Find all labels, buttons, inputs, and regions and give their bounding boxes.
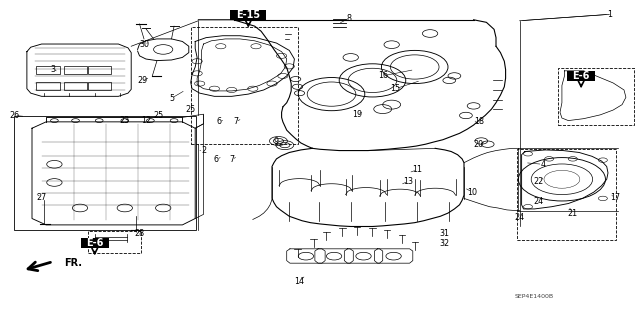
Text: E-6: E-6: [86, 238, 104, 248]
Text: 9: 9: [274, 137, 279, 146]
Text: E-15: E-15: [236, 10, 260, 20]
Text: 29: 29: [137, 76, 147, 85]
Text: 26: 26: [9, 111, 19, 120]
Text: 11: 11: [412, 165, 422, 174]
Text: 21: 21: [568, 209, 578, 218]
Bar: [558, 68, 634, 125]
Text: 22: 22: [534, 177, 544, 186]
Text: 25: 25: [154, 111, 164, 120]
Bar: [191, 27, 298, 144]
Text: 12: 12: [141, 116, 151, 125]
Bar: [81, 238, 109, 248]
Text: 18: 18: [474, 117, 484, 126]
Text: 28: 28: [134, 229, 145, 238]
Bar: [88, 231, 141, 253]
Text: 16: 16: [378, 71, 388, 80]
Bar: [36, 66, 60, 74]
Text: 14: 14: [294, 277, 305, 286]
Text: 25: 25: [186, 105, 196, 114]
Text: 8: 8: [346, 14, 351, 23]
Text: 3: 3: [50, 65, 55, 74]
Text: 24: 24: [534, 197, 544, 206]
Text: 1: 1: [607, 10, 612, 19]
Text: 6: 6: [214, 155, 219, 164]
Bar: [517, 149, 616, 240]
Text: 19: 19: [352, 110, 362, 119]
Bar: [567, 71, 595, 81]
Text: 31: 31: [440, 229, 450, 238]
Text: 17: 17: [611, 193, 621, 202]
Bar: [64, 66, 87, 74]
Text: 2: 2: [201, 146, 206, 155]
Text: 13: 13: [403, 177, 413, 186]
Text: 24: 24: [515, 213, 525, 222]
Text: 4: 4: [540, 160, 545, 169]
Bar: [36, 82, 60, 90]
Text: 30: 30: [139, 40, 149, 48]
Bar: [64, 82, 87, 90]
Text: 15: 15: [390, 84, 401, 93]
Text: 32: 32: [440, 239, 450, 248]
Text: 27: 27: [36, 193, 47, 202]
Bar: [230, 10, 266, 20]
Text: 23: 23: [120, 116, 130, 125]
Text: 5: 5: [169, 94, 174, 103]
Text: 20: 20: [474, 140, 484, 149]
Text: 7: 7: [233, 117, 238, 126]
Bar: [88, 82, 111, 90]
Text: FR.: FR.: [64, 257, 82, 268]
Text: 10: 10: [467, 188, 477, 197]
Text: SEP4E1400B: SEP4E1400B: [515, 293, 554, 299]
Text: 6: 6: [216, 117, 221, 126]
Text: E-6: E-6: [572, 71, 590, 81]
Bar: [14, 116, 196, 230]
Bar: [88, 66, 111, 74]
Text: 7: 7: [229, 155, 234, 164]
